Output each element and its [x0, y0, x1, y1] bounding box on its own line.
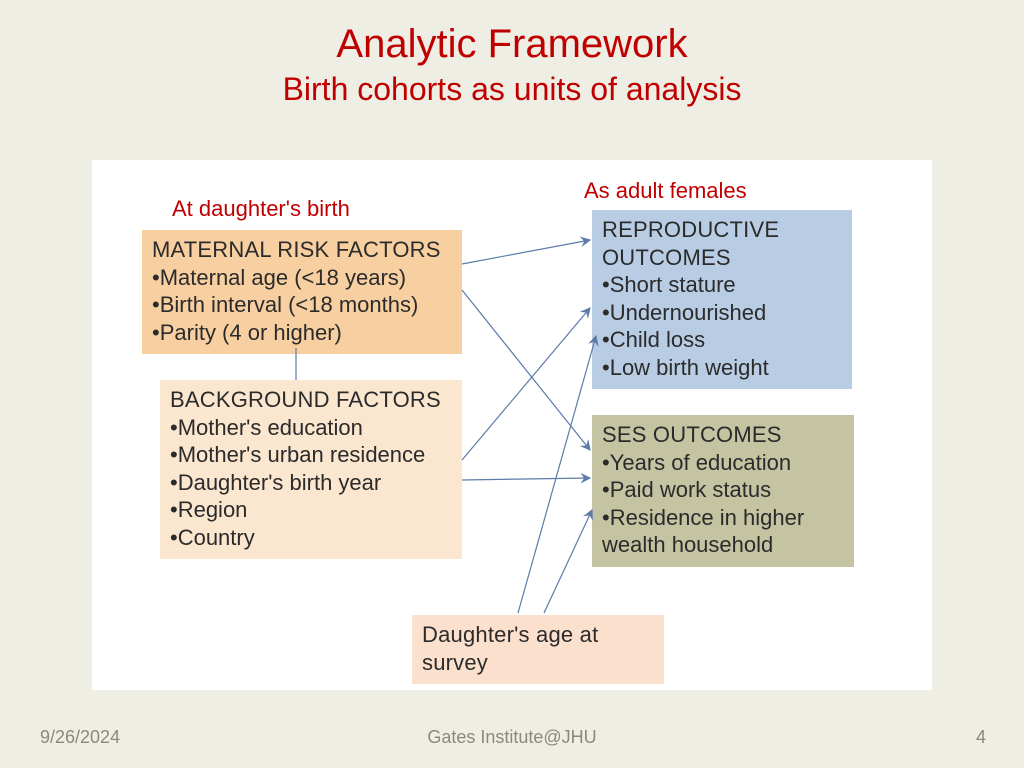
- ses-outcomes-box: SES OUTCOMES •Years of education •Paid w…: [592, 415, 854, 567]
- list-item: •Paid work status: [602, 476, 844, 504]
- list-item: •Mother's urban residence: [170, 441, 452, 469]
- list-item: •Mother's education: [170, 414, 452, 442]
- left-group-label: At daughter's birth: [172, 196, 350, 222]
- reproductive-outcomes-box: REPRODUCTIVE OUTCOMES •Short stature •Un…: [592, 210, 852, 389]
- daughters-age-box: Daughter's age at survey: [412, 615, 664, 684]
- slide-subtitle: Birth cohorts as units of analysis: [0, 71, 1024, 108]
- footer-page-number: 4: [976, 727, 986, 748]
- background-factors-box: BACKGROUND FACTORS •Mother's education •…: [160, 380, 462, 559]
- list-item: •Parity (4 or higher): [152, 319, 452, 347]
- list-item: •Region: [170, 496, 452, 524]
- list-item: •Birth interval (<18 months): [152, 291, 452, 319]
- title-block: Analytic Framework Birth cohorts as unit…: [0, 22, 1024, 108]
- maternal-risk-factors-box: MATERNAL RISK FACTORS •Maternal age (<18…: [142, 230, 462, 354]
- list-item: •Years of education: [602, 449, 844, 477]
- list-item: •Undernourished: [602, 299, 842, 327]
- box-header: REPRODUCTIVE OUTCOMES: [602, 216, 842, 271]
- list-item: •Child loss: [602, 326, 842, 354]
- diagram-canvas: At daughter's birth As adult females MAT…: [92, 160, 932, 690]
- list-item: •Short stature: [602, 271, 842, 299]
- box-header: MATERNAL RISK FACTORS: [152, 236, 452, 264]
- list-item: •Low birth weight: [602, 354, 842, 382]
- list-item: •Daughter's birth year: [170, 469, 452, 497]
- right-group-label: As adult females: [584, 178, 747, 204]
- box-header: BACKGROUND FACTORS: [170, 386, 452, 414]
- box-header: Daughter's age at survey: [422, 622, 598, 675]
- box-header: SES OUTCOMES: [602, 421, 844, 449]
- footer-center: Gates Institute@JHU: [0, 727, 1024, 748]
- list-item: •Country: [170, 524, 452, 552]
- list-item: •Maternal age (<18 years): [152, 264, 452, 292]
- list-item: •Residence in higher wealth household: [602, 504, 844, 559]
- slide-title: Analytic Framework: [0, 22, 1024, 67]
- slide: Analytic Framework Birth cohorts as unit…: [0, 0, 1024, 768]
